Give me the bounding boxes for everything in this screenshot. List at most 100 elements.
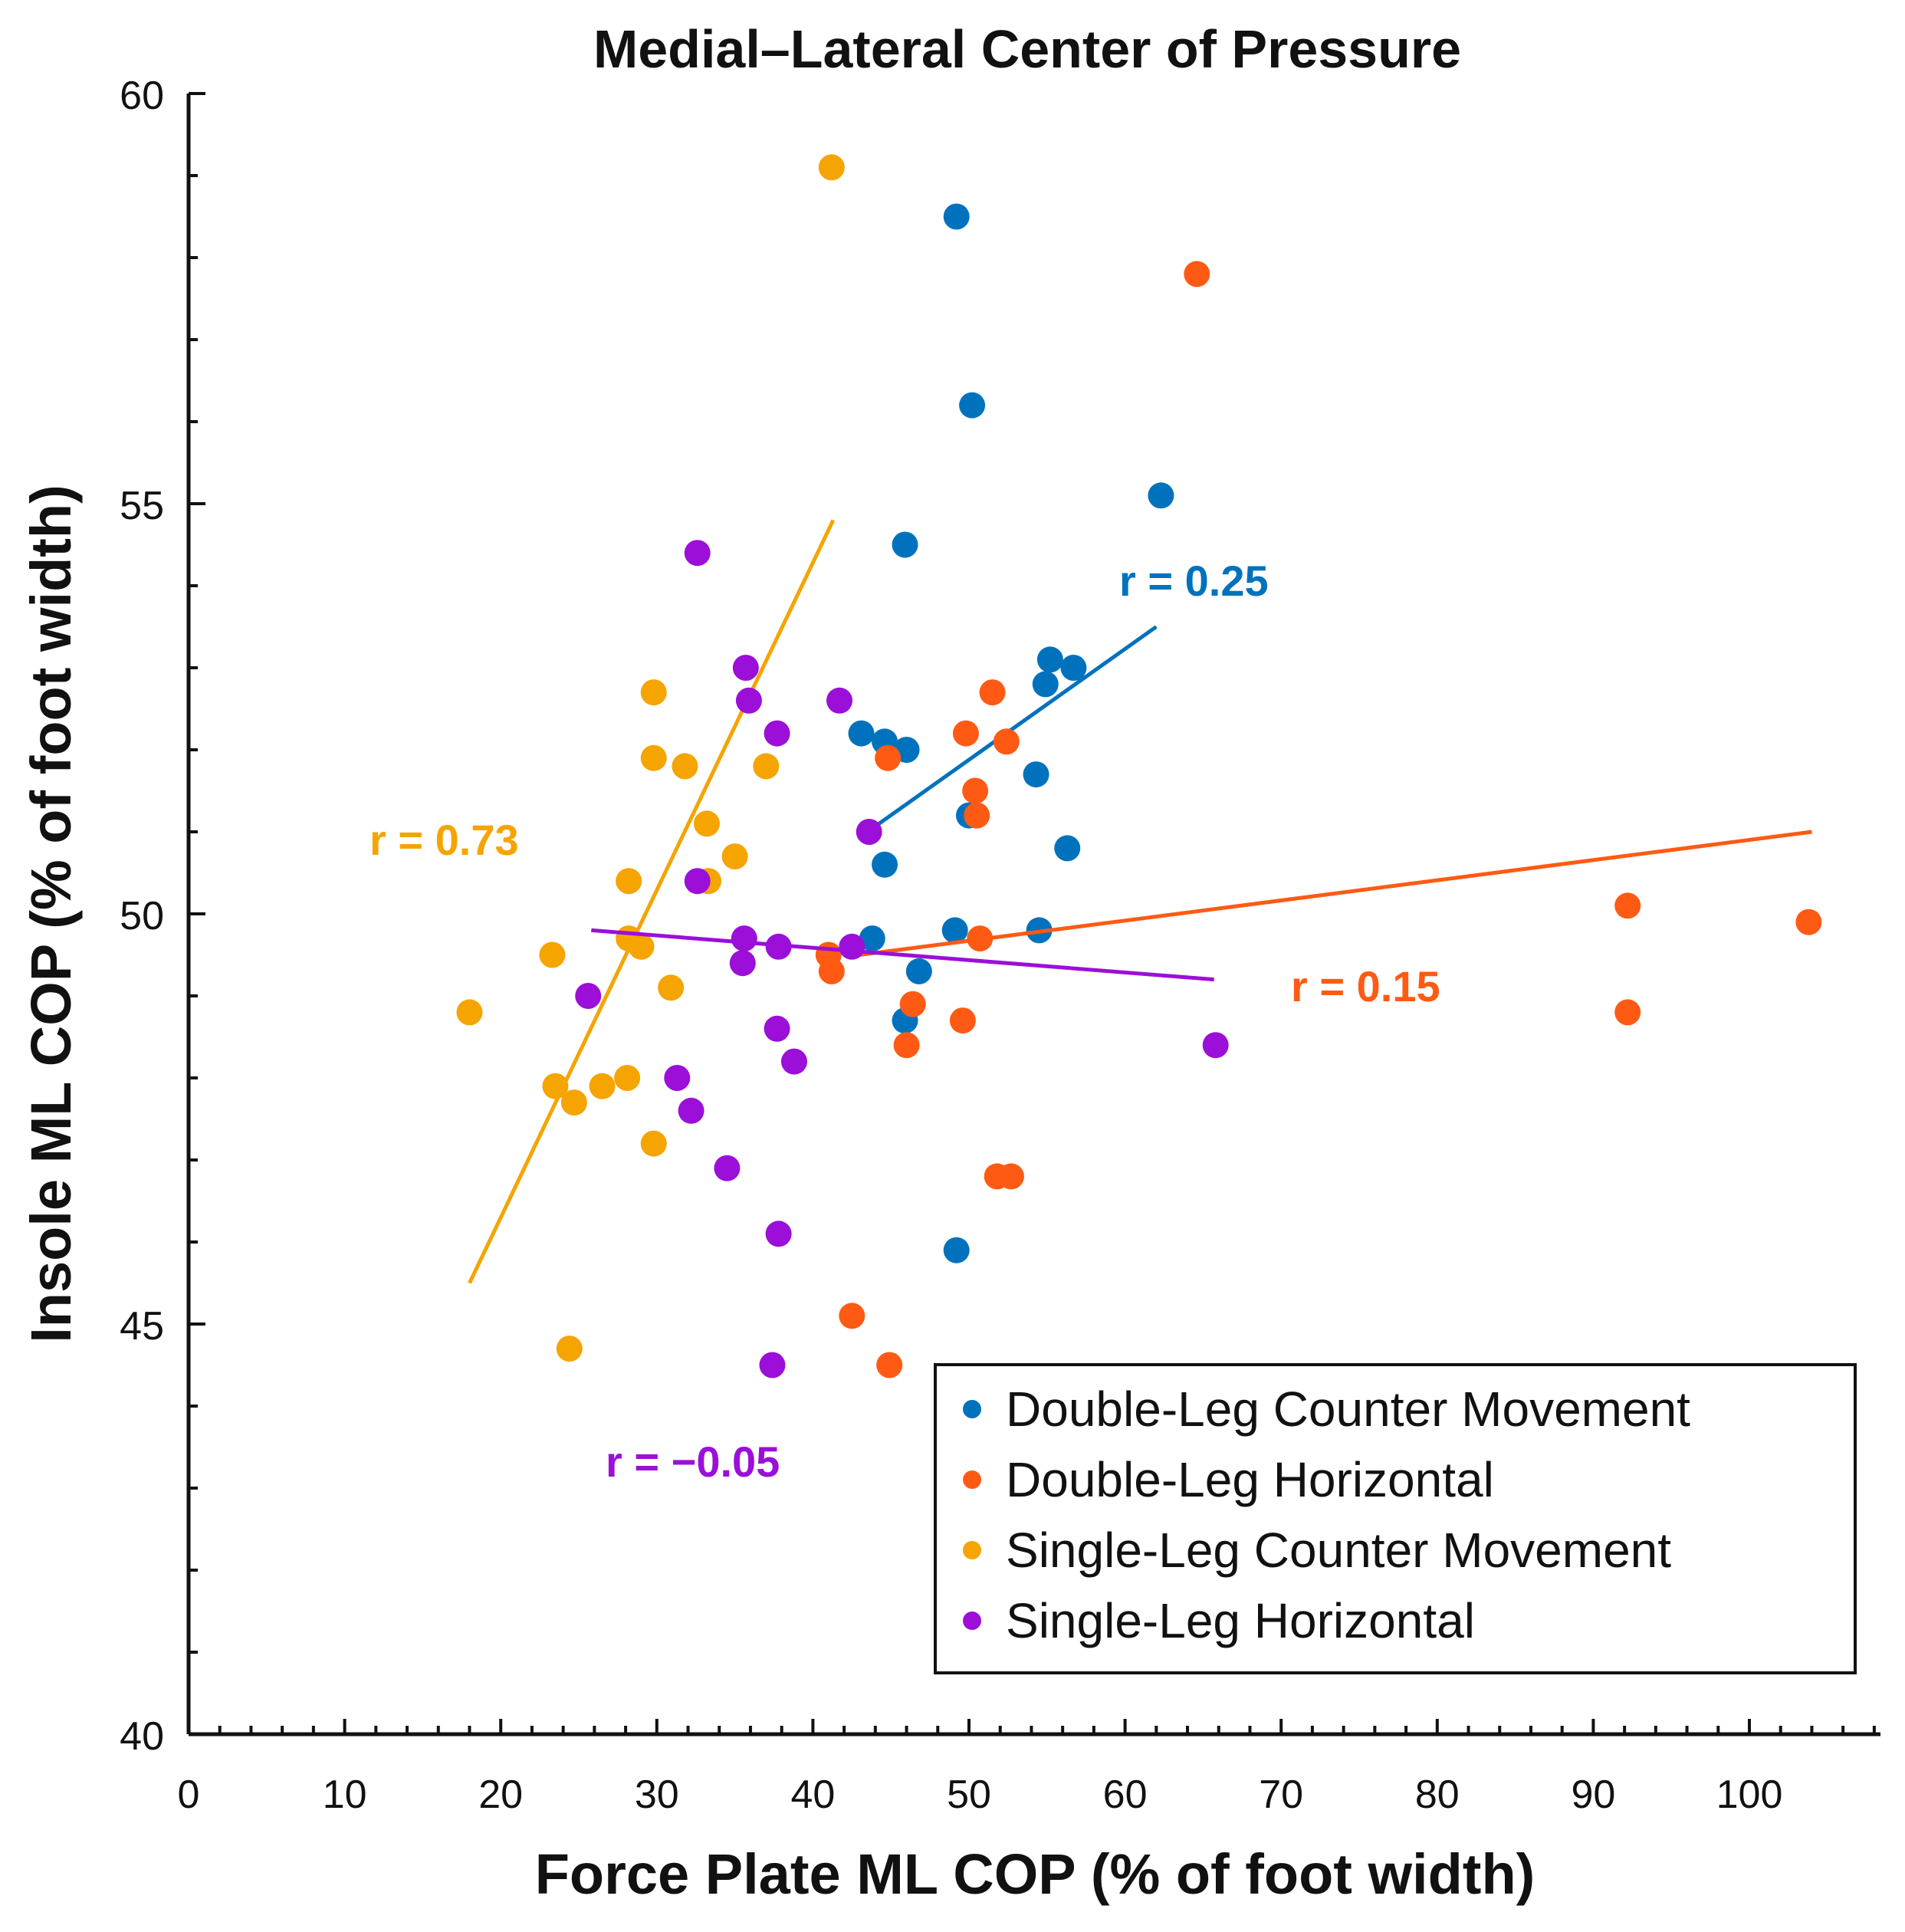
legend: Double-Leg Counter Movement Double-Leg Ho… [934, 1363, 1857, 1674]
data-point [856, 819, 882, 845]
legend-marker [963, 1612, 981, 1630]
legend-label: Double-Leg Horizontal [1006, 1452, 1494, 1507]
data-point [714, 1155, 741, 1181]
data-point [721, 843, 748, 870]
correlation-label: r = 0.73 [370, 816, 519, 864]
data-point [859, 925, 885, 952]
data-point [941, 917, 968, 944]
data-point [753, 753, 780, 780]
series-4: r = −0.05 [575, 540, 1229, 1486]
correlation-label: r = 0.25 [1119, 557, 1269, 605]
data-point [539, 941, 566, 968]
legend-label: Single-Leg Horizontal [1006, 1593, 1475, 1648]
data-point [575, 983, 602, 1009]
data-point [764, 720, 790, 747]
data-point [589, 1073, 616, 1099]
plot-area: r = 0.25 r = 0.15 r = 0.73 r = −0.05 [370, 154, 1822, 1486]
data-point [764, 1015, 790, 1042]
data-point [1060, 655, 1087, 681]
data-point [456, 999, 483, 1026]
y-tick-label: 45 [120, 1304, 164, 1349]
data-point [678, 1097, 705, 1124]
data-point [949, 1007, 976, 1034]
data-point [839, 933, 865, 960]
data-point [1148, 482, 1174, 509]
x-tick-label: 100 [1716, 1773, 1783, 1817]
legend-label: Double-Leg Counter Movement [1006, 1382, 1690, 1437]
x-tick-label: 60 [1103, 1773, 1148, 1817]
data-point [848, 720, 875, 747]
data-point [1184, 261, 1210, 288]
data-point [780, 1048, 807, 1075]
data-point [735, 687, 762, 714]
data-point [839, 1303, 865, 1329]
x-tick-label: 80 [1415, 1773, 1460, 1817]
y-tick-label: 50 [120, 894, 164, 938]
data-point [818, 154, 845, 181]
fit-line [866, 625, 1158, 834]
x-tick-label: 20 [478, 1773, 523, 1817]
data-point [1054, 835, 1081, 862]
chart-title: Medial–Lateral Center of Pressure [593, 19, 1461, 79]
data-point [876, 1352, 903, 1378]
data-point [658, 974, 685, 1001]
data-point [943, 203, 970, 230]
legend-marker [963, 1470, 981, 1489]
data-point [693, 810, 720, 837]
correlation-label: r = −0.05 [606, 1438, 780, 1486]
data-point [943, 1237, 970, 1263]
data-point [1614, 999, 1641, 1026]
data-point [1023, 761, 1049, 788]
data-point [905, 958, 932, 984]
x-tick-label: 10 [323, 1773, 367, 1817]
data-point [560, 1089, 587, 1116]
data-point [1036, 646, 1063, 673]
data-point [616, 868, 642, 895]
data-point [979, 679, 1006, 706]
fit-line [591, 928, 1214, 982]
data-point [959, 392, 986, 419]
data-point [765, 1221, 792, 1247]
legend-marker [963, 1541, 981, 1559]
data-point [993, 728, 1020, 755]
data-point [962, 777, 989, 804]
data-point [759, 1352, 786, 1378]
data-point [872, 851, 898, 878]
legend-items: Double-Leg Counter Movement Double-Leg Ho… [963, 1382, 1690, 1648]
data-point [1795, 909, 1822, 935]
data-point [1614, 892, 1641, 919]
y-tick-label: 60 [120, 74, 164, 118]
y-axis-label: Insole ML COP (% of foot width) [19, 485, 83, 1343]
y-tick-label: 55 [120, 484, 164, 528]
data-point [684, 868, 711, 895]
series-3: r = 0.73 [370, 154, 845, 1362]
data-point [818, 958, 845, 984]
data-point [1032, 671, 1059, 698]
data-point [732, 655, 759, 681]
data-point [875, 744, 902, 771]
x-tick-label: 90 [1571, 1773, 1615, 1817]
x-tick-label: 50 [947, 1773, 991, 1817]
series-2: r = 0.15 [815, 261, 1822, 1378]
data-point [729, 950, 756, 977]
fit-line [468, 519, 836, 1284]
axis-ticks: 0 10 20 30 40 50 60 70 80 90 100 40 45 50 55 60 [120, 74, 1876, 1817]
data-point [640, 1130, 667, 1157]
data-point [826, 687, 853, 714]
data-point [893, 1032, 920, 1059]
x-tick-label: 0 [178, 1773, 200, 1817]
series-1: r = 0.25 [848, 203, 1269, 1263]
x-tick-label: 40 [790, 1773, 835, 1817]
data-point [614, 1065, 641, 1091]
fit-line [859, 830, 1812, 957]
data-point [672, 753, 698, 780]
data-point [964, 802, 990, 829]
data-point [664, 1065, 691, 1091]
data-point [640, 679, 667, 706]
legend-box [934, 1363, 1857, 1674]
data-point [899, 991, 926, 1017]
legend-marker [963, 1400, 981, 1418]
correlation-label: r = 0.15 [1291, 962, 1440, 1010]
data-point [952, 720, 979, 747]
